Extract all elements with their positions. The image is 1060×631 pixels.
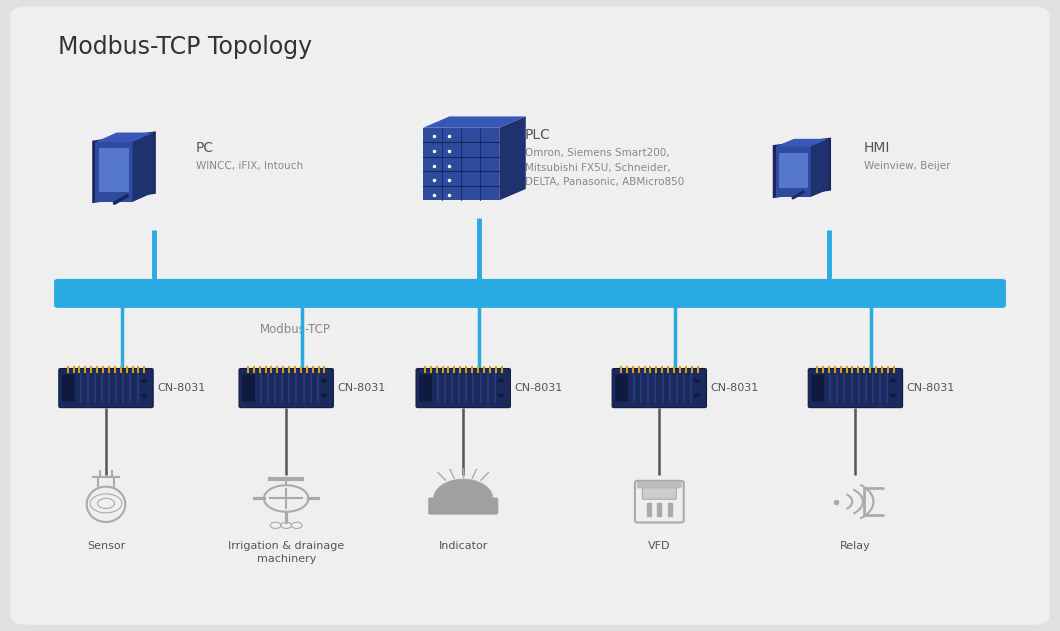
- FancyBboxPatch shape: [61, 375, 74, 401]
- Circle shape: [140, 379, 147, 382]
- Text: Sensor: Sensor: [87, 541, 125, 551]
- FancyBboxPatch shape: [59, 369, 154, 408]
- Circle shape: [693, 394, 700, 398]
- Text: CN-8031: CN-8031: [337, 383, 386, 393]
- Text: Indicator: Indicator: [439, 541, 488, 551]
- Text: PLC: PLC: [525, 128, 550, 142]
- Text: Modbus-TCP: Modbus-TCP: [260, 323, 331, 336]
- Text: Omron, Siemens Smart200,
Mitsubishi FX5U, Schneider,
DELTA, Panasonic, ABMicro85: Omron, Siemens Smart200, Mitsubishi FX5U…: [525, 148, 684, 187]
- Text: HMI: HMI: [864, 141, 890, 155]
- Circle shape: [498, 394, 505, 398]
- FancyBboxPatch shape: [615, 375, 628, 401]
- Text: WINCC, iFIX, Intouch: WINCC, iFIX, Intouch: [196, 161, 303, 171]
- FancyBboxPatch shape: [637, 482, 682, 488]
- FancyBboxPatch shape: [812, 375, 825, 401]
- Circle shape: [498, 379, 505, 382]
- Text: CN-8031: CN-8031: [157, 383, 206, 393]
- FancyBboxPatch shape: [242, 375, 255, 401]
- FancyBboxPatch shape: [54, 279, 1006, 308]
- FancyBboxPatch shape: [11, 6, 1049, 625]
- Polygon shape: [92, 131, 156, 203]
- Text: Relay: Relay: [840, 541, 871, 551]
- FancyBboxPatch shape: [416, 369, 511, 408]
- Circle shape: [890, 379, 897, 382]
- Polygon shape: [499, 116, 526, 201]
- Circle shape: [693, 379, 700, 382]
- Text: CN-8031: CN-8031: [710, 383, 759, 393]
- FancyBboxPatch shape: [428, 498, 498, 514]
- Polygon shape: [95, 133, 154, 142]
- Polygon shape: [779, 153, 808, 188]
- Text: PC: PC: [196, 141, 214, 155]
- FancyBboxPatch shape: [809, 369, 903, 408]
- Text: Weinview, Beijer: Weinview, Beijer: [864, 161, 951, 171]
- Polygon shape: [132, 133, 154, 202]
- Text: Modbus-TCP Topology: Modbus-TCP Topology: [58, 35, 313, 59]
- FancyBboxPatch shape: [642, 487, 676, 499]
- Text: Irrigation & drainage
machinery: Irrigation & drainage machinery: [228, 541, 344, 564]
- Circle shape: [320, 394, 326, 398]
- Text: CN-8031: CN-8031: [906, 383, 955, 393]
- Polygon shape: [434, 479, 493, 498]
- Polygon shape: [776, 146, 811, 197]
- FancyBboxPatch shape: [240, 369, 333, 408]
- Polygon shape: [776, 139, 829, 146]
- Polygon shape: [423, 116, 526, 127]
- Polygon shape: [99, 148, 129, 192]
- Polygon shape: [773, 138, 831, 198]
- Circle shape: [320, 379, 326, 382]
- Circle shape: [890, 394, 897, 398]
- FancyBboxPatch shape: [420, 375, 432, 401]
- Text: VFD: VFD: [648, 541, 671, 551]
- FancyBboxPatch shape: [613, 369, 706, 408]
- Text: CN-8031: CN-8031: [514, 383, 563, 393]
- Polygon shape: [95, 142, 132, 202]
- Circle shape: [140, 394, 147, 398]
- Polygon shape: [423, 127, 499, 201]
- Polygon shape: [811, 139, 829, 197]
